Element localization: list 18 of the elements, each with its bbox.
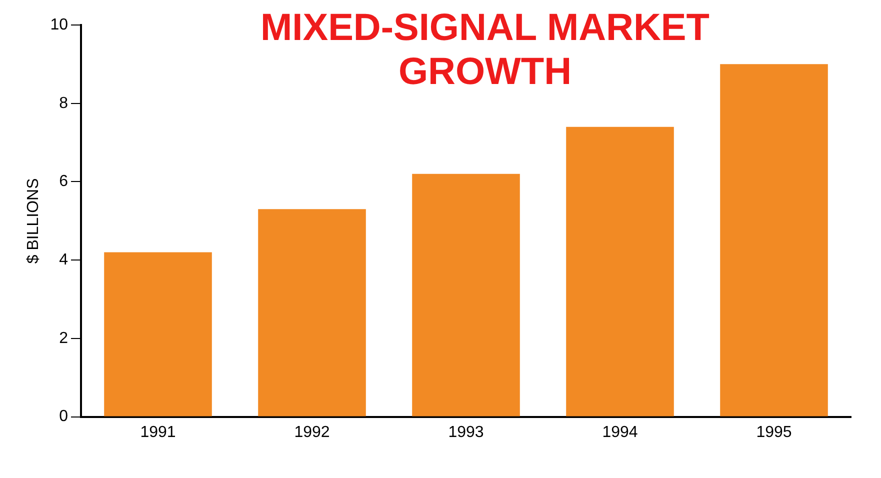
y-tick-label: 6 [59,173,68,190]
bar [412,174,520,416]
y-tick-label: 2 [59,330,68,347]
y-tick-label: 8 [59,94,68,112]
x-tick-label: 1994 [602,424,638,441]
bar [566,126,674,416]
y-axis-title: $ BILLIONS [25,178,42,264]
y-tick-label: 4 [59,251,68,268]
x-tick-label: 1995 [756,424,792,441]
chart-title: MIXED-SIGNAL MARKET GROWTH [260,6,710,94]
x-tick-label: 1992 [294,424,330,441]
bar [720,64,828,416]
y-tick-label: 10 [50,16,68,34]
x-tick-label: 1991 [140,424,176,441]
bar [104,252,212,416]
bar [258,209,366,416]
y-tick-label: 0 [59,408,68,426]
x-tick-label: 1993 [448,424,484,441]
